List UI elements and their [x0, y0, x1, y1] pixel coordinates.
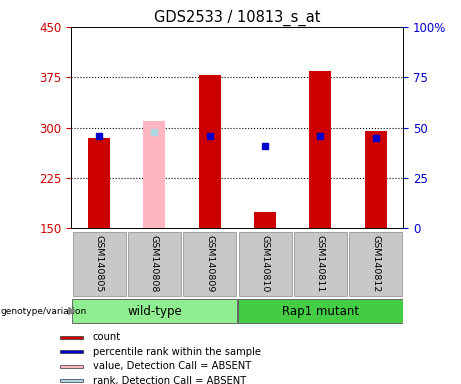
Bar [60, 365, 83, 368]
Text: GSM140811: GSM140811 [316, 235, 325, 293]
FancyBboxPatch shape [238, 232, 292, 296]
Bar [199, 75, 221, 228]
Text: GSM140810: GSM140810 [260, 235, 270, 293]
Text: rank, Detection Call = ABSENT: rank, Detection Call = ABSENT [93, 376, 246, 384]
Text: value, Detection Call = ABSENT: value, Detection Call = ABSENT [93, 361, 251, 371]
Text: Rap1 mutant: Rap1 mutant [282, 305, 359, 318]
FancyBboxPatch shape [349, 232, 402, 296]
Bar [254, 212, 276, 228]
Bar [88, 138, 110, 228]
Bar [143, 121, 165, 228]
Bar [60, 379, 83, 382]
Title: GDS2533 / 10813_s_at: GDS2533 / 10813_s_at [154, 9, 321, 25]
FancyBboxPatch shape [128, 232, 181, 296]
Bar [365, 131, 387, 228]
Text: wild-type: wild-type [127, 305, 182, 318]
Bar [60, 336, 83, 339]
FancyBboxPatch shape [183, 232, 236, 296]
Text: genotype/variation: genotype/variation [1, 306, 87, 316]
Bar [309, 71, 331, 228]
Text: ▶: ▶ [68, 306, 77, 316]
Text: percentile rank within the sample: percentile rank within the sample [93, 347, 261, 357]
Text: GSM140812: GSM140812 [371, 235, 380, 293]
Text: GSM140809: GSM140809 [205, 235, 214, 293]
FancyBboxPatch shape [294, 232, 347, 296]
Text: count: count [93, 333, 121, 343]
Text: GSM140805: GSM140805 [95, 235, 104, 293]
Bar [60, 350, 83, 353]
FancyBboxPatch shape [238, 299, 403, 323]
FancyBboxPatch shape [72, 299, 237, 323]
FancyBboxPatch shape [72, 232, 126, 296]
Text: GSM140808: GSM140808 [150, 235, 159, 293]
